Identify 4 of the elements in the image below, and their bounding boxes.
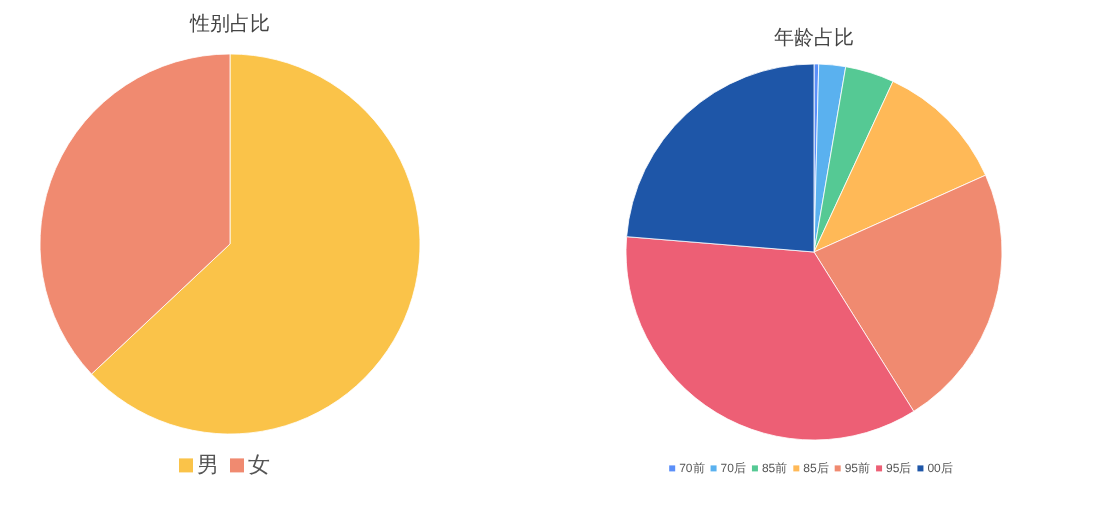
chart-title: 性别占比 [188, 12, 270, 36]
legend-label: 男 [197, 454, 219, 478]
chart-title: 年龄占比 [774, 26, 854, 50]
legend-label: 女 [248, 454, 270, 478]
